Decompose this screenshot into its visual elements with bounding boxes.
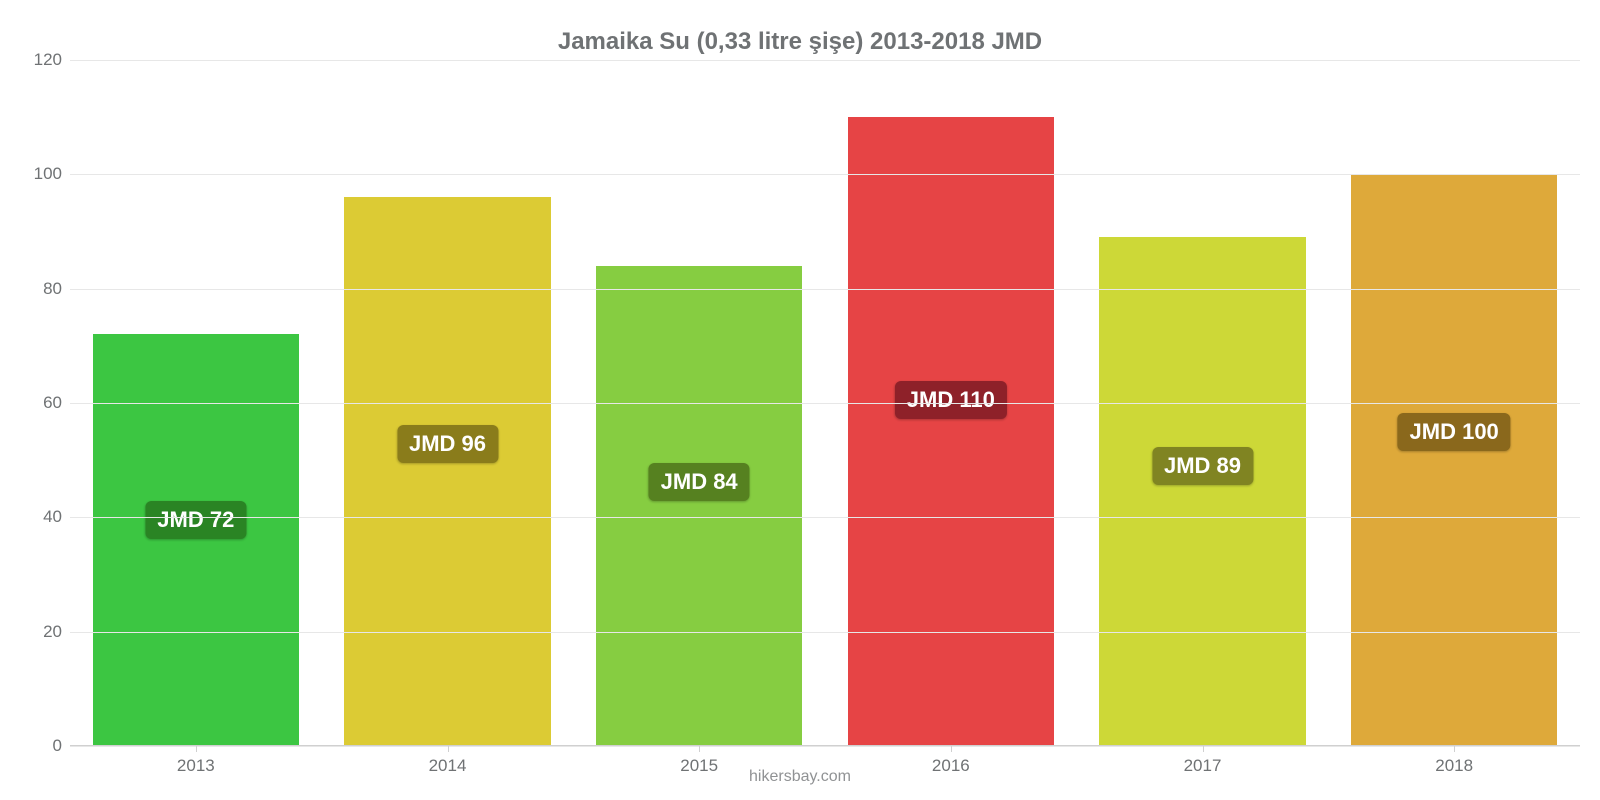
gridline xyxy=(70,746,1580,747)
chart-container: Jamaika Su (0,33 litre şişe) 2013-2018 J… xyxy=(0,0,1600,800)
chart-title: Jamaika Su (0,33 litre şişe) 2013-2018 J… xyxy=(0,28,1600,56)
bar xyxy=(93,334,299,746)
bar-value-label: JMD 72 xyxy=(145,501,246,539)
y-tick-label: 40 xyxy=(43,507,70,527)
bar-value-label: JMD 100 xyxy=(1398,413,1511,451)
plot-area: JMD 72JMD 96JMD 84JMD 110JMD 89JMD 100 0… xyxy=(70,60,1580,746)
bar xyxy=(848,117,1054,746)
y-tick-label: 60 xyxy=(43,393,70,413)
bar-value-label: JMD 89 xyxy=(1152,447,1253,485)
bar-value-label: JMD 84 xyxy=(649,463,750,501)
gridline xyxy=(70,517,1580,518)
bar-value-label: JMD 110 xyxy=(895,381,1007,419)
gridline xyxy=(70,60,1580,61)
y-tick-label: 80 xyxy=(43,279,70,299)
y-tick-label: 0 xyxy=(53,736,70,756)
bar xyxy=(344,197,550,746)
bar-value-label: JMD 96 xyxy=(397,425,498,463)
bar xyxy=(1099,237,1305,746)
gridline xyxy=(70,174,1580,175)
gridline xyxy=(70,632,1580,633)
gridline xyxy=(70,403,1580,404)
y-tick-label: 100 xyxy=(34,164,70,184)
gridline xyxy=(70,289,1580,290)
attribution-text: hikersbay.com xyxy=(0,768,1600,786)
bar xyxy=(1351,174,1557,746)
y-tick-label: 20 xyxy=(43,622,70,642)
bar xyxy=(596,266,802,746)
y-tick-label: 120 xyxy=(34,50,70,70)
